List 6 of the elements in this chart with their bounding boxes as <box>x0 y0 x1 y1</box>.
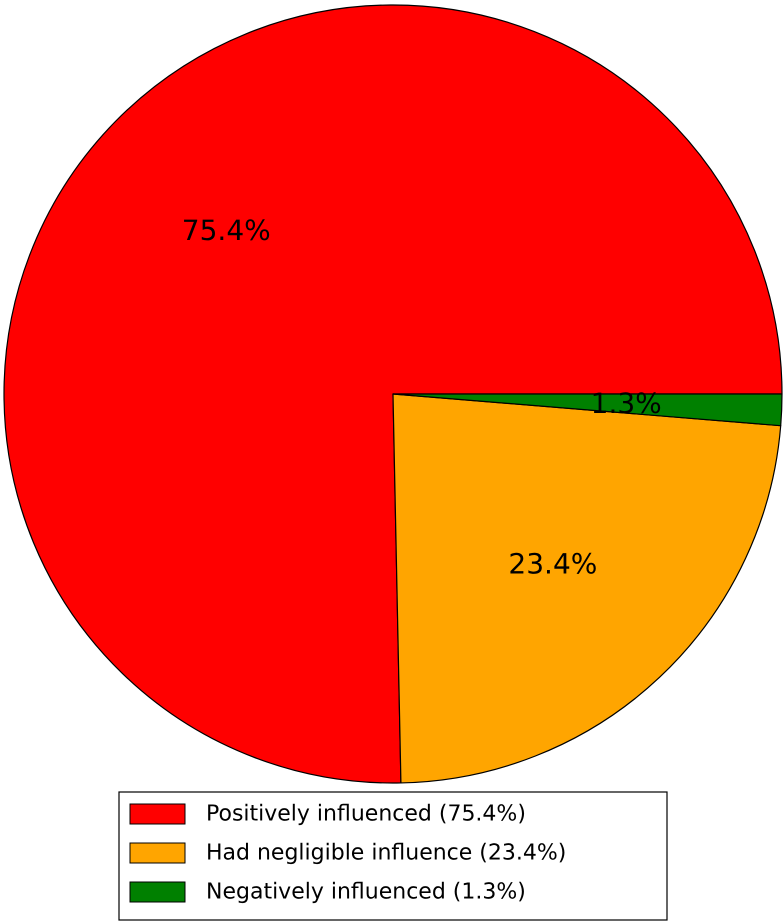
data-label: 23.4% <box>508 548 598 581</box>
pie-slice <box>4 4 783 784</box>
legend-label: Positively influenced (75.4%) <box>206 802 526 826</box>
data-label: 75.4% <box>182 214 271 248</box>
legend-label: Negatively influenced (1.3%) <box>206 880 526 904</box>
legend-label: Had negligible influence (23.4%) <box>206 840 566 866</box>
